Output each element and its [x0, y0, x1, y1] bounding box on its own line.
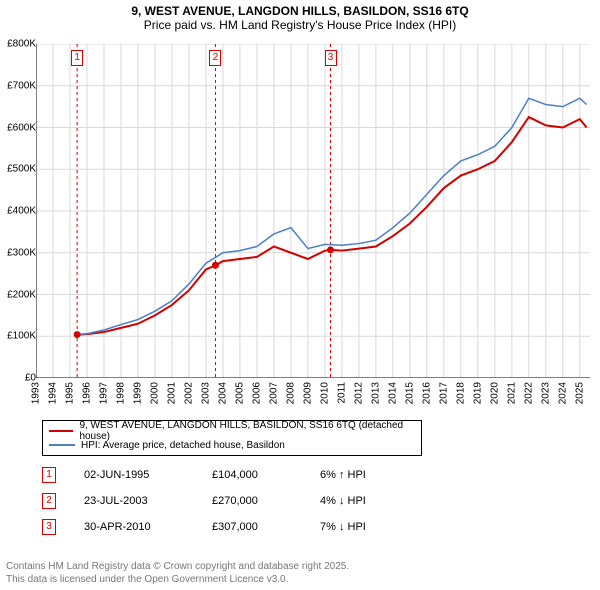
event-hpi-delta: 6% ↑ HPI	[320, 469, 420, 481]
sale-marker-flag: 3	[325, 50, 337, 66]
sale-marker-flag: 2	[209, 50, 221, 66]
event-price: £307,000	[212, 521, 292, 533]
event-marker-icon: 3	[42, 519, 56, 535]
x-tick-label: 2017	[438, 382, 449, 404]
event-hpi-delta: 7% ↓ HPI	[320, 521, 420, 533]
title-address: 9, WEST AVENUE, LANGDON HILLS, BASILDON,…	[0, 4, 600, 18]
x-tick-label: 2010	[319, 382, 330, 404]
y-tick-label: £300K	[0, 247, 36, 258]
event-marker-icon: 1	[42, 467, 56, 483]
chart-title-block: 9, WEST AVENUE, LANGDON HILLS, BASILDON,…	[0, 0, 600, 32]
y-tick-label: £400K	[0, 206, 36, 217]
x-tick-label: 2000	[149, 382, 160, 404]
y-tick-label: £600K	[0, 122, 36, 133]
chart-legend: 9, WEST AVENUE, LANGDON HILLS, BASILDON,…	[42, 420, 422, 456]
event-date: 30-APR-2010	[84, 521, 184, 533]
x-tick-label: 1994	[47, 382, 58, 404]
event-date: 23-JUL-2003	[84, 495, 184, 507]
x-tick-label: 2023	[540, 382, 551, 404]
x-tick-label: 2020	[489, 382, 500, 404]
event-hpi-delta: 4% ↓ HPI	[320, 495, 420, 507]
x-tick-label: 1996	[81, 382, 92, 404]
x-tick-label: 1999	[132, 382, 143, 404]
event-marker-icon: 2	[42, 493, 56, 509]
sale-event-row: 3 30-APR-2010 £307,000 7% ↓ HPI	[42, 514, 420, 540]
x-tick-label: 2016	[421, 382, 432, 404]
x-tick-label: 2004	[217, 382, 228, 404]
x-tick-label: 2018	[455, 382, 466, 404]
sale-event-row: 2 23-JUL-2003 £270,000 4% ↓ HPI	[42, 488, 420, 514]
x-tick-label: 2003	[200, 382, 211, 404]
event-price: £104,000	[212, 469, 292, 481]
x-tick-label: 2007	[268, 382, 279, 404]
event-price: £270,000	[212, 495, 292, 507]
x-tick-label: 2009	[302, 382, 313, 404]
chart-plot-area: £0£100K£200K£300K£400K£500K£600K£700K£80…	[36, 44, 590, 378]
x-tick-label: 2015	[404, 382, 415, 404]
x-tick-label: 2011	[336, 382, 347, 404]
x-tick-label: 2013	[370, 382, 381, 404]
legend-label: HPI: Average price, detached house, Basi…	[81, 440, 285, 451]
y-tick-label: £700K	[0, 80, 36, 91]
x-tick-label: 2021	[506, 382, 517, 404]
x-tick-label: 2012	[353, 382, 364, 404]
x-tick-label: 1998	[115, 382, 126, 404]
license-footer: Contains HM Land Registry data © Crown c…	[6, 560, 349, 586]
footer-line1: Contains HM Land Registry data © Crown c…	[6, 560, 349, 573]
sale-events-table: 1 02-JUN-1995 £104,000 6% ↑ HPI 2 23-JUL-2003…	[42, 462, 420, 540]
title-subtitle: Price paid vs. HM Land Registry's House …	[0, 18, 600, 32]
footer-line2: This data is licensed under the Open Gov…	[6, 573, 349, 586]
event-date: 02-JUN-1995	[84, 469, 184, 481]
x-tick-label: 2006	[251, 382, 262, 404]
x-tick-label: 2008	[285, 382, 296, 404]
x-tick-label: 2022	[523, 382, 534, 404]
legend-swatch	[49, 430, 73, 432]
x-tick-label: 1995	[64, 382, 75, 404]
sale-event-row: 1 02-JUN-1995 £104,000 6% ↑ HPI	[42, 462, 420, 488]
x-tick-label: 2024	[557, 382, 568, 404]
y-tick-label: £500K	[0, 164, 36, 175]
y-tick-label: £200K	[0, 289, 36, 300]
x-tick-label: 1993	[31, 382, 42, 404]
y-tick-label: £100K	[0, 331, 36, 342]
x-tick-label: 1997	[98, 382, 109, 404]
legend-item: 9, WEST AVENUE, LANGDON HILLS, BASILDON,…	[49, 424, 415, 438]
legend-swatch	[49, 444, 75, 446]
sale-marker-flag: 1	[71, 50, 83, 66]
y-tick-label: £800K	[0, 39, 36, 50]
x-tick-label: 2002	[183, 382, 194, 404]
x-tick-label: 2019	[472, 382, 483, 404]
x-tick-label: 2005	[234, 382, 245, 404]
x-tick-label: 2001	[166, 382, 177, 404]
x-tick-label: 2014	[387, 382, 398, 404]
x-tick-label: 2025	[574, 382, 585, 404]
